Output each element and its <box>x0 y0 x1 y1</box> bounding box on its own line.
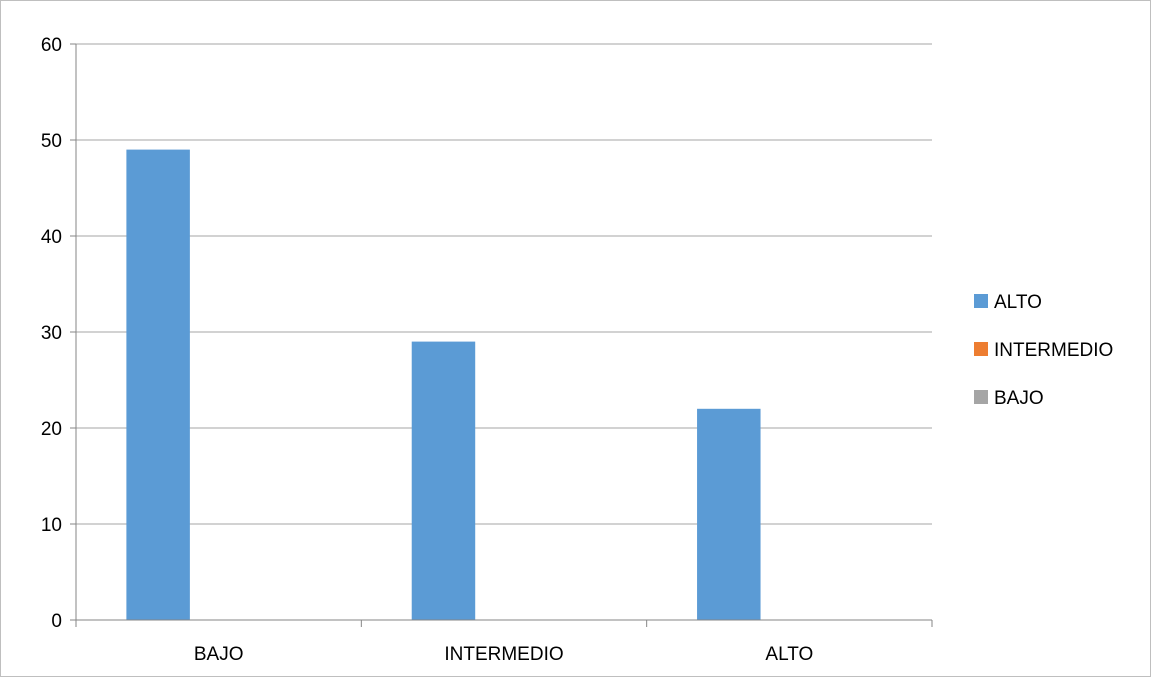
x-tick-label-intermedio: INTERMEDIO <box>444 644 563 665</box>
legend-label-alto: ALTO <box>994 292 1042 313</box>
y-tick-label-30: 30 <box>41 323 62 344</box>
y-tick-label-20: 20 <box>41 419 62 440</box>
y-tick-label-50: 50 <box>41 131 62 152</box>
bar-alto-intermedio <box>411 341 476 620</box>
y-tick-label-0: 0 <box>51 611 62 632</box>
x-tick-label-bajo: BAJO <box>194 644 244 665</box>
legend: ALTO INTERMEDIO BAJO <box>974 292 1113 409</box>
x-tick-label-alto: ALTO <box>765 644 813 665</box>
legend-label-intermedio: INTERMEDIO <box>994 340 1113 361</box>
bar-alto-alto <box>697 408 761 620</box>
y-tick-labels: 0 10 20 30 40 50 60 <box>41 35 62 632</box>
x-tick-labels: BAJO INTERMEDIO ALTO <box>194 644 813 665</box>
legend-label-bajo: BAJO <box>994 388 1044 409</box>
y-tick-label-60: 60 <box>41 35 62 56</box>
axes <box>70 43 933 627</box>
bar-alto-bajo <box>126 149 190 620</box>
bars <box>126 149 761 620</box>
gridlines <box>76 43 932 525</box>
legend-swatch-alto <box>974 294 988 308</box>
y-tick-label-10: 10 <box>41 515 62 536</box>
y-tick-label-40: 40 <box>41 227 62 248</box>
legend-swatch-intermedio <box>974 342 988 356</box>
legend-swatch-bajo <box>974 390 988 404</box>
